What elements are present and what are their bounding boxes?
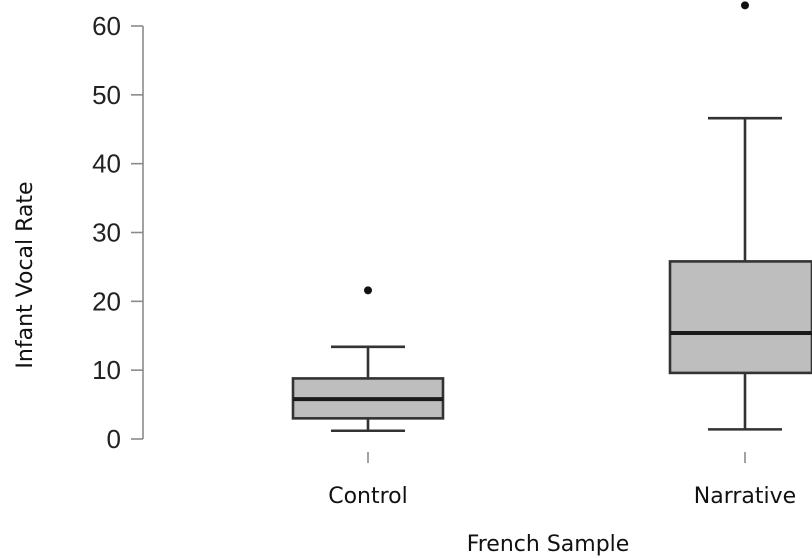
y-tick-label: 40 [92,149,121,179]
y-axis: 0 10 20 30 40 50 60 [92,11,144,454]
x-axis-title: French Sample [467,532,630,557]
y-tick-label: 0 [107,424,121,454]
iqr-box [668,260,812,375]
y-tick-label: 20 [92,286,121,316]
x-tick-label: Narrative [694,484,796,509]
outlier-point [741,1,749,10]
boxplot-series [291,1,812,433]
outlier-point [364,286,372,295]
y-tick-label: 60 [92,11,121,41]
x-axis: Control Narrative [328,452,796,509]
box-control [291,286,445,433]
y-tick-label: 50 [92,80,121,110]
box-narrative [668,1,812,431]
x-tick-label: Control [328,484,408,509]
y-axis-title: Infant Vocal Rate [13,181,38,368]
y-tick-label: 10 [92,355,121,385]
y-tick-label: 30 [92,218,121,248]
